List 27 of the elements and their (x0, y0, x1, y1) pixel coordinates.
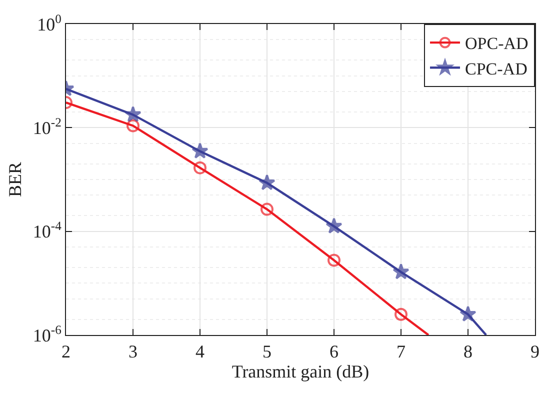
point (328, 254, 340, 267)
point (394, 308, 408, 321)
point (126, 119, 140, 132)
point (392, 263, 410, 280)
x-tick-label: 3 (128, 342, 138, 362)
y-tick-label: 10$^{-6}$ (32, 322, 62, 346)
x-tick-label: 7 (396, 342, 406, 362)
legend-label: OPC-AD (465, 34, 528, 54)
point (260, 202, 274, 216)
point (326, 218, 342, 234)
point (460, 306, 476, 322)
x-tick-label: 4 (196, 342, 204, 362)
y-tick-label: 10$^{-2}$ (32, 115, 62, 138)
y-axis-title: BER (5, 162, 26, 198)
point (194, 161, 206, 174)
point (258, 174, 276, 190)
x-tick-label: 2 (62, 342, 70, 362)
y-tick-label: 10$^{-4}$ (32, 219, 62, 242)
x-tick-label: 9 (530, 342, 540, 362)
x-tick-label: 6 (330, 342, 338, 362)
x-tick-label: 5 (262, 342, 272, 362)
legend-label: CPC-AD (465, 59, 528, 78)
x-axis-title: Transmit gain (dB) (232, 362, 370, 382)
y-tick-label: 10$^{0}$ (37, 12, 62, 34)
point (192, 142, 208, 159)
point (124, 106, 142, 122)
x-tick-label: 8 (464, 342, 472, 362)
